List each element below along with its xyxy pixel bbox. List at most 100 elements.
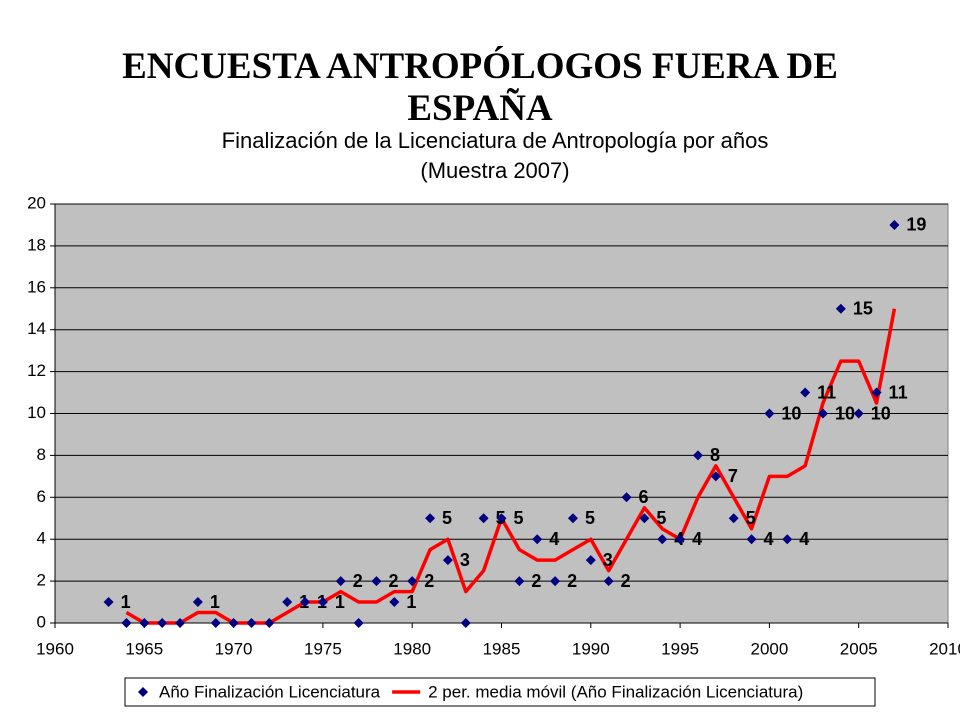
data-label: 10 xyxy=(835,403,855,423)
point xyxy=(264,618,275,628)
legend-marker xyxy=(138,687,148,697)
data-label: 2 xyxy=(353,571,363,591)
data-label: 15 xyxy=(853,299,873,319)
y-tick-label: 14 xyxy=(27,319,46,338)
x-tick-label: 2005 xyxy=(840,639,878,658)
data-label: 8 xyxy=(710,445,720,465)
point xyxy=(800,387,811,398)
point xyxy=(192,597,203,608)
point xyxy=(639,513,650,524)
data-label: 5 xyxy=(656,508,666,528)
data-label: 11 xyxy=(817,382,836,402)
point xyxy=(746,534,757,545)
point xyxy=(728,513,739,524)
y-tick-label: 16 xyxy=(27,277,46,296)
point xyxy=(442,555,453,566)
point xyxy=(871,387,882,398)
y-tick-label: 18 xyxy=(27,235,46,254)
point xyxy=(425,513,436,524)
point xyxy=(514,576,525,587)
data-label: 4 xyxy=(549,529,559,549)
x-tick-label: 1960 xyxy=(36,639,74,658)
point xyxy=(550,576,561,587)
point xyxy=(585,555,596,566)
point xyxy=(353,618,364,628)
point xyxy=(157,618,168,628)
data-label: 1 xyxy=(406,592,416,612)
point xyxy=(389,597,400,608)
y-tick-label: 8 xyxy=(37,445,46,464)
chart-subtitle: (Muestra 2007) xyxy=(420,158,569,183)
point xyxy=(317,597,328,608)
x-tick-label: 1995 xyxy=(661,639,699,658)
point xyxy=(621,492,632,503)
point xyxy=(889,219,900,230)
data-label: 4 xyxy=(799,529,809,549)
data-label: 1 xyxy=(121,592,131,612)
x-tick-label: 1975 xyxy=(304,639,342,658)
point xyxy=(210,618,221,628)
data-label: 4 xyxy=(764,529,774,549)
legend-box xyxy=(124,677,876,707)
point xyxy=(228,618,239,628)
point xyxy=(175,618,186,628)
point xyxy=(496,513,507,524)
point xyxy=(603,576,614,587)
x-tick-label: 1970 xyxy=(215,639,253,658)
point xyxy=(692,450,703,461)
x-tick-label: 2000 xyxy=(750,639,788,658)
legend-label: 2 per. media móvil (Año Finalización Lic… xyxy=(428,682,803,701)
data-label: 2 xyxy=(531,571,541,591)
point xyxy=(246,618,257,628)
slide-title: ENCUESTA ANTROPÓLOGOS FUERA DE ESPAÑA xyxy=(122,46,838,129)
point xyxy=(817,408,828,419)
data-label: 2 xyxy=(567,571,577,591)
point xyxy=(675,534,686,545)
chart-title: Finalización de la Licenciatura de Antro… xyxy=(222,128,769,153)
data-label: 1 xyxy=(210,592,220,612)
data-label: 6 xyxy=(639,487,649,507)
point xyxy=(407,576,418,587)
x-tick-label: 1985 xyxy=(483,639,521,658)
y-tick-label: 20 xyxy=(27,193,46,212)
data-label: 7 xyxy=(728,466,738,486)
point xyxy=(835,303,846,314)
point xyxy=(782,534,793,545)
data-label: 5 xyxy=(442,508,452,528)
point xyxy=(532,534,543,545)
point xyxy=(103,597,114,608)
y-tick-label: 10 xyxy=(27,403,46,422)
point xyxy=(300,597,311,608)
data-label: 10 xyxy=(871,403,891,423)
legend-label: Año Finalización Licenciatura xyxy=(159,682,381,701)
data-label: 5 xyxy=(746,508,756,528)
point xyxy=(567,513,578,524)
y-tick-label: 0 xyxy=(37,612,46,631)
point xyxy=(282,597,293,608)
data-label: 2 xyxy=(621,571,631,591)
point xyxy=(371,576,382,587)
data-label: 19 xyxy=(906,215,926,235)
y-tick-label: 4 xyxy=(37,529,46,548)
x-tick-label: 1965 xyxy=(125,639,163,658)
point xyxy=(853,408,864,419)
data-label: 5 xyxy=(585,508,595,528)
data-label: 10 xyxy=(781,403,801,423)
point xyxy=(460,618,471,628)
data-label: 3 xyxy=(460,550,470,570)
data-label: 4 xyxy=(692,529,702,549)
point xyxy=(139,618,150,628)
x-tick-label: 2010 xyxy=(929,639,960,658)
data-label: 1 xyxy=(335,592,345,612)
x-tick-label: 1980 xyxy=(393,639,431,658)
point xyxy=(121,618,132,628)
data-label: 11 xyxy=(889,382,908,402)
point xyxy=(335,576,346,587)
y-tick-label: 12 xyxy=(27,361,46,380)
point xyxy=(478,513,489,524)
data-label: 3 xyxy=(603,550,613,570)
point xyxy=(710,471,721,482)
data-label: 2 xyxy=(388,571,398,591)
